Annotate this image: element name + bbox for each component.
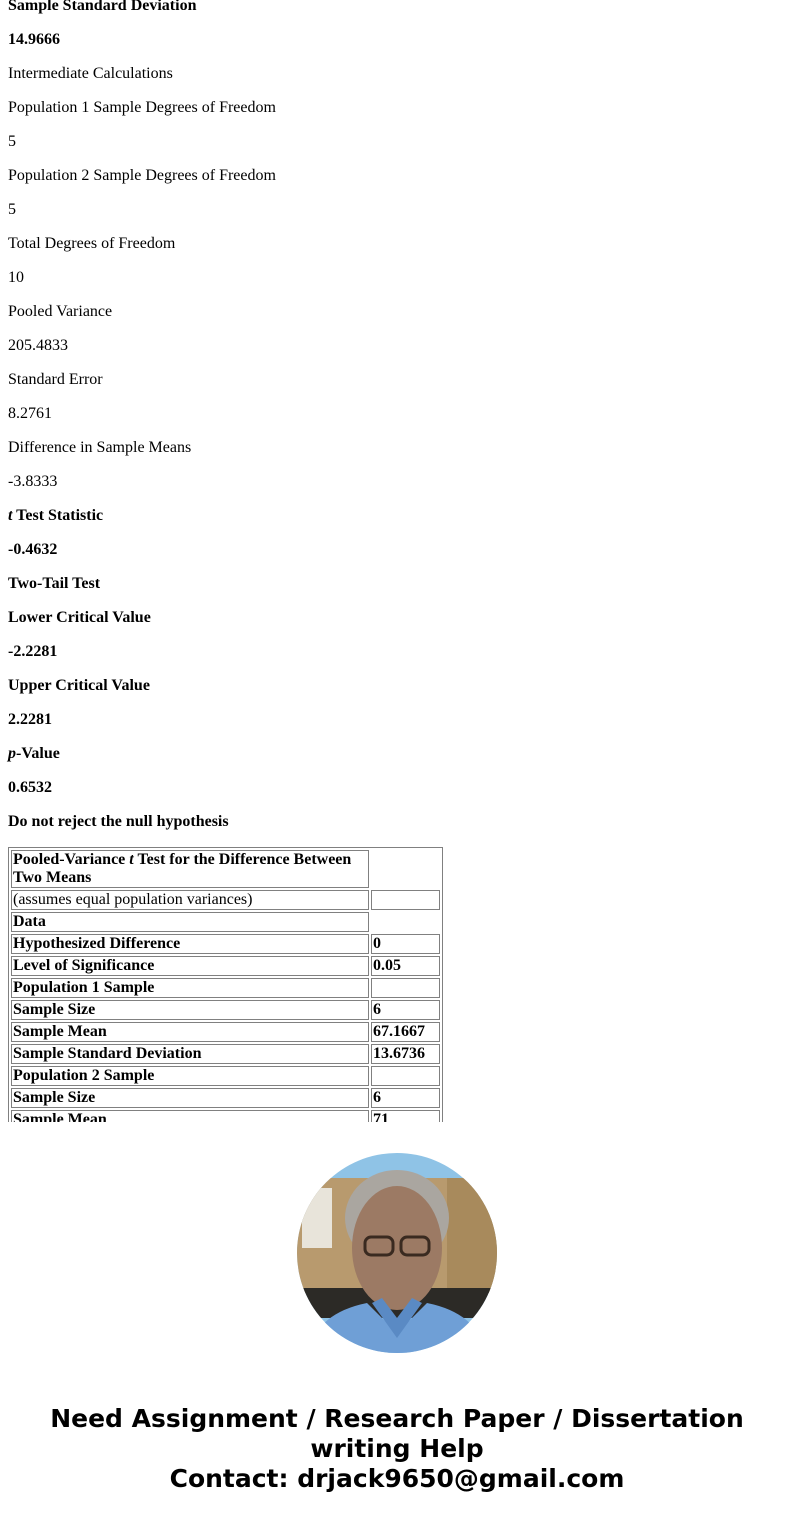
table-row: Population 2 Sample	[11, 1066, 440, 1086]
result-line: Difference in Sample Means	[8, 439, 192, 456]
footer-contact[interactable]: Contact: drjack9650@gmail.com	[169, 1464, 625, 1493]
row-value: 13.6736	[371, 1044, 440, 1064]
result-line: p-Value	[8, 745, 60, 762]
row-label: Sample Standard Deviation	[11, 1044, 369, 1064]
result-line: 14.9666	[8, 31, 60, 48]
result-line: Standard Error	[8, 371, 103, 388]
row-label: Sample Mean	[11, 1022, 369, 1042]
row-value: 0	[371, 934, 440, 954]
result-line: t Test Statistic	[8, 507, 104, 524]
row-label: Sample Size	[11, 1000, 369, 1020]
row-label: Hypothesized Difference	[11, 934, 369, 954]
result-line: -0.4632	[8, 541, 58, 558]
footer-help-text: Need Assignment / Research Paper / Disse…	[50, 1404, 744, 1463]
footer-banner: Need Assignment / Research Paper / Disse…	[0, 1404, 794, 1494]
table-title: Pooled-Variance t Test for the Differenc…	[11, 850, 369, 888]
result-line: 10	[8, 269, 24, 286]
table-row: Sample Standard Deviation 13.6736	[11, 1044, 440, 1064]
result-line: Lower Critical Value	[8, 609, 151, 626]
table-row: (assumes equal population variances)	[11, 890, 440, 910]
tutor-avatar	[297, 1153, 497, 1353]
table-title-row: Pooled-Variance t Test for the Differenc…	[11, 850, 440, 888]
row-value	[371, 1066, 440, 1086]
table-row: Level of Significance 0.05	[11, 956, 440, 976]
table-row: Sample Mean 71	[11, 1110, 440, 1122]
row-label: Population 1 Sample	[11, 978, 369, 998]
row-label: Data	[11, 912, 369, 932]
result-line: Sample Standard Deviation	[8, 0, 197, 14]
table-row: Sample Size 6	[11, 1088, 440, 1108]
result-line: 8.2761	[8, 405, 52, 422]
row-value: 6	[371, 1000, 440, 1020]
row-value: 67.1667	[371, 1022, 440, 1042]
result-line: 5	[8, 133, 16, 150]
result-line: Do not reject the null hypothesis	[8, 813, 229, 830]
t-test-table-container: Pooled-Variance t Test for the Differenc…	[8, 847, 443, 1122]
row-label: Level of Significance	[11, 956, 369, 976]
tutor-photo-icon	[297, 1153, 497, 1353]
row-label: (assumes equal population variances)	[11, 890, 369, 910]
row-value	[371, 978, 440, 998]
result-line: 205.4833	[8, 337, 68, 354]
result-line: Total Degrees of Freedom	[8, 235, 176, 252]
row-label: Sample Size	[11, 1088, 369, 1108]
table-row: Population 1 Sample	[11, 978, 440, 998]
results-list: Sample Standard Deviation 14.9666 Intermed…	[8, 0, 788, 847]
result-line: -2.2281	[8, 643, 58, 660]
result-line: Pooled Variance	[8, 303, 113, 320]
empty-cell	[371, 912, 440, 932]
table-row: Sample Size 6	[11, 1000, 440, 1020]
row-label: Population 2 Sample	[11, 1066, 369, 1086]
result-line: 2.2281	[8, 711, 52, 728]
table-row: Sample Mean 67.1667	[11, 1022, 440, 1042]
result-line: Population 2 Sample Degrees of Freedom	[8, 167, 276, 184]
result-line: Two-Tail Test	[8, 575, 101, 592]
table-row: Data	[11, 912, 440, 932]
table-row: Hypothesized Difference 0	[11, 934, 440, 954]
result-line: Upper Critical Value	[8, 677, 150, 694]
row-value: 71	[371, 1110, 440, 1122]
row-label: Sample Mean	[11, 1110, 369, 1122]
row-value: 0.05	[371, 956, 440, 976]
result-line: Population 1 Sample Degrees of Freedom	[8, 99, 276, 116]
result-line: Intermediate Calculations	[8, 65, 173, 82]
row-value: 6	[371, 1088, 440, 1108]
t-test-table: Pooled-Variance t Test for the Differenc…	[8, 847, 443, 1122]
row-value	[371, 890, 440, 910]
result-line: 0.6532	[8, 779, 52, 796]
result-line: -3.8333	[8, 473, 58, 490]
result-line: 5	[8, 201, 16, 218]
